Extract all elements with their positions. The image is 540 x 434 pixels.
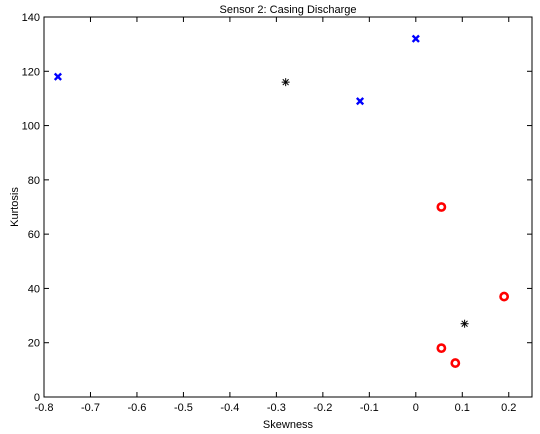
y-tick-label: 120	[22, 66, 40, 78]
x-tick-label: 0.2	[501, 402, 516, 414]
y-tick-label: 140	[22, 12, 40, 24]
x-marker-stroke	[53, 72, 62, 81]
y-tick-label: 40	[28, 283, 40, 295]
x-marker	[355, 97, 365, 106]
x-tick-label: 0.1	[455, 402, 470, 414]
data-markers	[53, 34, 510, 368]
asterisk-marker	[460, 319, 469, 328]
y-tick-label: 100	[22, 121, 40, 133]
x-marker-stroke	[411, 34, 420, 43]
x-tick-label: -0.3	[267, 402, 286, 414]
axis-ticks: -0.8 -0.7 -0.6 -0.5 -0.4 -0.3 -0.2 -0.1 0 0.1 0.2 0…	[22, 12, 532, 414]
circle-marker	[499, 291, 510, 302]
y-tick-label: 60	[28, 229, 40, 241]
x-axis-title: Skewness	[263, 419, 314, 431]
x-tick-label: -0.5	[174, 402, 193, 414]
asterisk-marker-stroke	[282, 78, 289, 86]
plot-area	[43, 16, 533, 398]
x-marker	[411, 34, 420, 43]
x-tick-label: 0	[413, 402, 419, 414]
x-tick-label: -0.1	[360, 402, 379, 414]
y-axis-title: Kurtosis	[9, 187, 21, 227]
x-marker	[53, 72, 62, 81]
circle-marker	[436, 343, 447, 354]
circle-marker	[436, 202, 447, 212]
x-tick-label: -0.8	[35, 402, 54, 414]
circle-marker	[450, 358, 461, 368]
x-tick-label: -0.4	[220, 402, 239, 414]
y-tick-label: 80	[28, 175, 40, 187]
y-tick-label: 20	[28, 338, 40, 350]
x-tick-label: -0.2	[313, 402, 332, 414]
chart-title: Sensor 2: Casing Discharge	[220, 4, 357, 16]
x-marker-stroke	[355, 97, 365, 106]
x-tick-label: -0.7	[81, 402, 100, 414]
x-tick-label: -0.6	[127, 402, 146, 414]
y-tick-label: 0	[34, 392, 40, 404]
asterisk-marker	[281, 78, 290, 87]
asterisk-marker-stroke	[461, 320, 468, 327]
